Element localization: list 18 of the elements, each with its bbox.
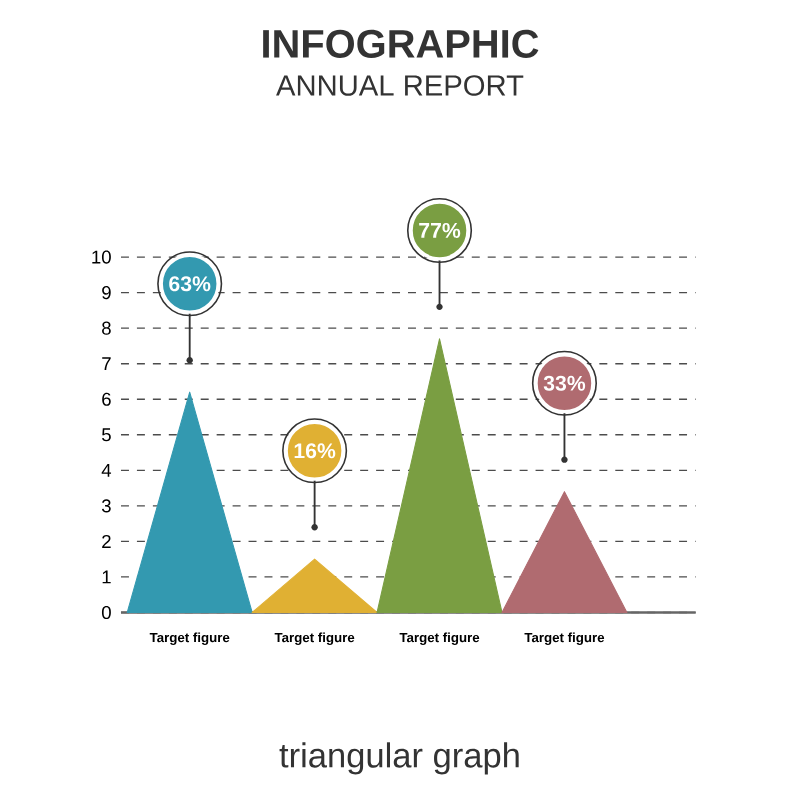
y-tick-label: 3 [101, 499, 111, 513]
annotation: 63% [169, 276, 211, 292]
y-tick-label: 0 [101, 605, 111, 620]
y-tick-label: 5 [102, 428, 111, 442]
chart-title: INFOGRAPHIC [263, 29, 539, 58]
text: 77% [419, 222, 461, 238]
annotation: 16% [294, 443, 336, 459]
y-tick-label: 2 [102, 534, 111, 548]
text: triangular graph [279, 742, 519, 775]
y-tick-label: 9 [102, 286, 111, 300]
y-tick-label: 6 [102, 392, 111, 406]
y-tick-label: 8 [102, 321, 111, 335]
y-tick-label: 10 [92, 250, 111, 264]
chart-subtitle: ANNUAL REPORT [276, 75, 524, 96]
y-tick-label: 7 [102, 357, 111, 371]
y-tick-label: 1 [102, 570, 111, 584]
annotation: 33% [543, 375, 586, 391]
y-tick-label: 4 [101, 463, 112, 477]
